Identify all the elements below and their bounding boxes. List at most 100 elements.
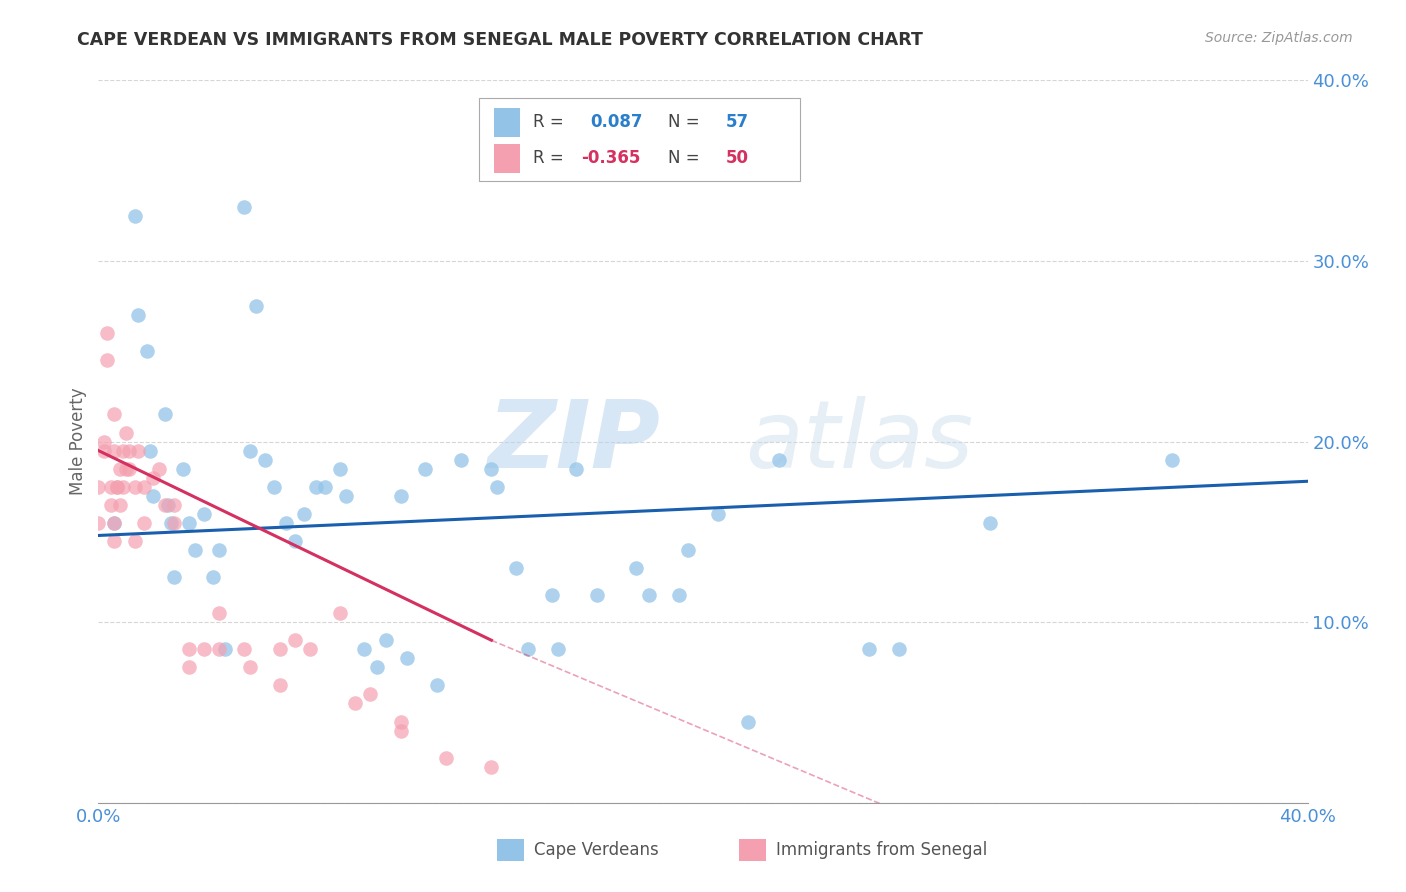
Point (105, 480, 128, 494)
Text: 57: 57 (725, 113, 749, 131)
Point (172, 461, 194, 475)
Point (637, 588, 659, 602)
FancyBboxPatch shape (479, 98, 800, 181)
Point (395, 651, 418, 665)
Point (179, 516, 201, 530)
Point (142, 471, 165, 485)
Point (232, 200, 254, 214)
Point (284, 633, 307, 648)
Point (127, 308, 149, 322)
Point (253, 452, 276, 467)
Text: N =: N = (668, 149, 704, 168)
Point (87, 480, 110, 494)
Point (547, 642, 569, 657)
Point (179, 660, 201, 674)
Point (142, 489, 165, 503)
Text: R =: R = (533, 113, 568, 131)
Point (93, 434, 115, 449)
Point (87, 516, 110, 530)
Point (100, 498, 122, 512)
Text: atlas: atlas (745, 396, 973, 487)
Point (118, 443, 141, 458)
Text: R =: R = (533, 149, 568, 168)
Point (132, 516, 155, 530)
Point (124, 209, 146, 223)
Point (208, 542, 231, 557)
Point (305, 480, 328, 494)
Point (329, 606, 352, 620)
Point (103, 533, 125, 548)
Point (335, 489, 357, 503)
Point (100, 480, 122, 494)
Point (103, 516, 125, 530)
Point (979, 516, 1001, 530)
Point (156, 498, 179, 512)
Point (360, 687, 382, 701)
Text: N =: N = (668, 113, 704, 131)
Point (676, 542, 699, 557)
Point (239, 443, 262, 458)
Text: 0.087: 0.087 (591, 113, 643, 131)
Point (426, 678, 449, 692)
Text: ZIP: ZIP (488, 395, 661, 488)
Point (93, 443, 115, 458)
Point (413, 461, 436, 475)
Point (269, 678, 291, 692)
Point (214, 642, 236, 657)
Point (114, 461, 136, 475)
Point (274, 516, 297, 530)
Point (516, 642, 538, 657)
Point (135, 344, 157, 359)
Point (284, 533, 307, 548)
Point (160, 516, 183, 530)
Point (153, 408, 176, 422)
Point (565, 461, 588, 475)
Point (202, 570, 225, 584)
Point (668, 588, 690, 602)
Point (193, 507, 215, 521)
Point (486, 480, 509, 494)
Point (108, 498, 131, 512)
Point (389, 489, 412, 503)
Point (153, 498, 176, 512)
Point (193, 642, 215, 657)
Point (858, 642, 880, 657)
Point (118, 461, 141, 475)
Point (179, 642, 201, 657)
Point (103, 408, 125, 422)
Point (389, 714, 412, 729)
Point (540, 588, 562, 602)
Text: Immigrants from Senegal: Immigrants from Senegal (776, 841, 987, 859)
Point (111, 480, 134, 494)
Point (139, 443, 162, 458)
Point (626, 561, 648, 575)
Point (105, 480, 128, 494)
Text: 50: 50 (725, 149, 749, 168)
Point (292, 507, 315, 521)
Bar (494, 144, 520, 173)
Point (389, 723, 412, 738)
Bar (498, 838, 524, 861)
Point (96, 326, 118, 340)
Point (353, 642, 375, 657)
Point (208, 642, 231, 657)
Point (148, 461, 170, 475)
Point (108, 461, 131, 475)
Point (132, 480, 155, 494)
Point (299, 642, 322, 657)
Point (208, 606, 231, 620)
Text: Cape Verdeans: Cape Verdeans (534, 841, 658, 859)
Point (889, 642, 911, 657)
Point (163, 570, 186, 584)
Point (1160, 452, 1182, 467)
Point (586, 588, 609, 602)
Point (434, 750, 457, 764)
Point (707, 507, 730, 521)
Text: CAPE VERDEAN VS IMMIGRANTS FROM SENEGAL MALE POVERTY CORRELATION CHART: CAPE VERDEAN VS IMMIGRANTS FROM SENEGAL … (77, 31, 924, 49)
Point (269, 642, 291, 657)
Point (263, 480, 285, 494)
Bar (740, 838, 766, 861)
Point (124, 480, 146, 494)
Point (366, 660, 388, 674)
Point (450, 452, 472, 467)
